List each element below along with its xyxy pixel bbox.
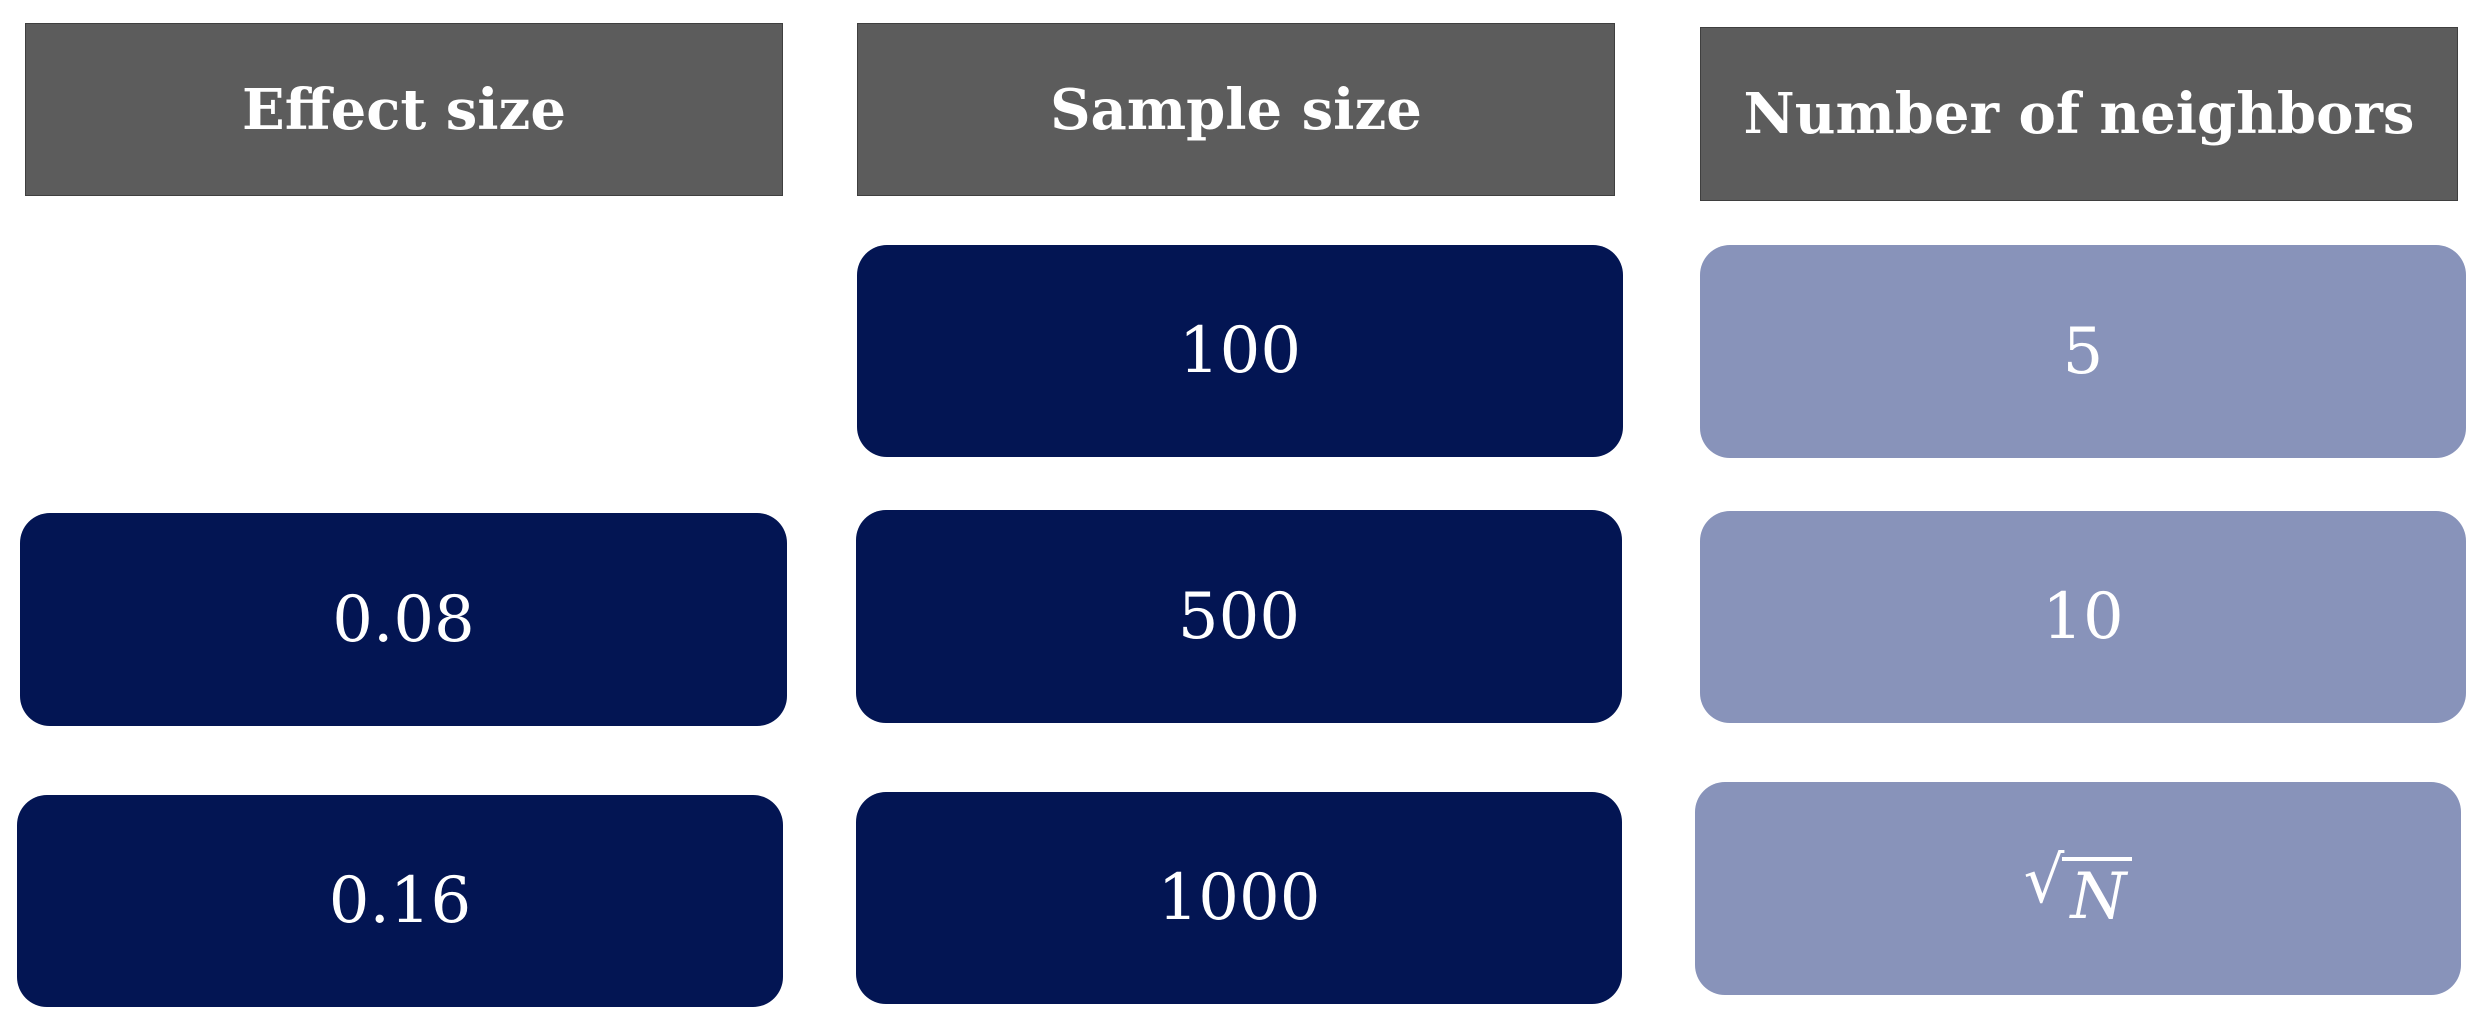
- neighbors-option-sqrt-n: √ N: [1695, 782, 2461, 995]
- cell-value: 100: [1178, 314, 1302, 388]
- header-label: Number of neighbors: [1743, 81, 2415, 147]
- sample-size-option-100: 100: [857, 245, 1623, 457]
- cell-value: 0.08: [332, 582, 475, 657]
- cell-value: 500: [1177, 579, 1301, 654]
- neighbors-option-10: 10: [1700, 511, 2466, 723]
- effect-size-option-0-08: 0.08: [20, 513, 787, 726]
- sqrt-variable: N: [2062, 856, 2133, 929]
- neighbors-option-5: 5: [1700, 245, 2466, 458]
- cell-value: 5: [2062, 314, 2104, 389]
- header-effect-size: Effect size: [25, 23, 783, 196]
- effect-size-option-0-16: 0.16: [17, 795, 783, 1007]
- header-label: Sample size: [1050, 76, 1422, 143]
- sample-size-option-1000: 1000: [856, 792, 1622, 1004]
- sqrt-symbol: √: [2023, 843, 2065, 918]
- header-sample-size: Sample size: [857, 23, 1615, 196]
- header-number-of-neighbors: Number of neighbors: [1700, 27, 2458, 201]
- cell-value: 10: [2042, 580, 2124, 654]
- cell-value: 0.16: [328, 864, 472, 938]
- sample-size-option-500: 500: [856, 510, 1622, 723]
- header-label: Effect size: [242, 76, 566, 143]
- sqrt-n-expression: √ N: [2024, 849, 2133, 929]
- cell-value: 1000: [1157, 861, 1321, 935]
